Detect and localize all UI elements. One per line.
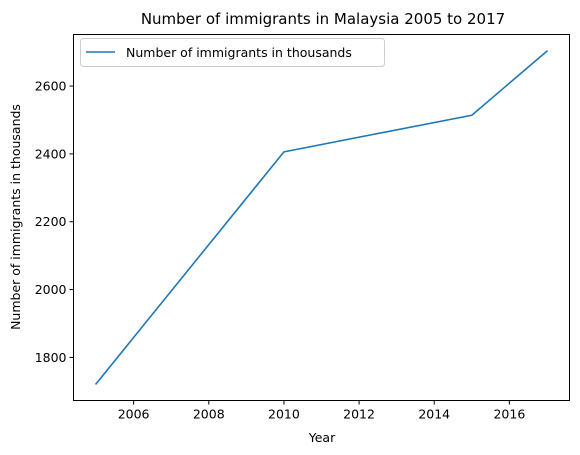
x-tick-label: 2012	[343, 407, 375, 422]
legend: Number of immigrants in thousands	[80, 38, 385, 67]
x-tick-label: 2016	[493, 407, 525, 422]
x-tick-label: 2010	[268, 407, 300, 422]
y-tick-label: 2200	[35, 214, 67, 229]
y-tick-label: 1800	[35, 350, 67, 365]
x-axis-label: Year	[308, 430, 336, 445]
y-tick-label: 2600	[35, 79, 67, 94]
plot-area	[73, 34, 570, 401]
x-tick-label: 2014	[418, 407, 450, 422]
legend-label: Number of immigrants in thousands	[126, 45, 352, 60]
chart-title: Number of immigrants in Malaysia 2005 to…	[141, 10, 505, 28]
plot-frame	[73, 34, 570, 401]
series-line	[94, 49, 549, 386]
y-tick-label: 2000	[35, 282, 67, 297]
x-tick-label: 2006	[118, 407, 150, 422]
y-tick-label: 2400	[35, 146, 67, 161]
x-tick-label: 2008	[193, 407, 225, 422]
y-axis-label: Number of immigrants in thousands	[8, 104, 23, 330]
legend-box	[80, 38, 385, 67]
